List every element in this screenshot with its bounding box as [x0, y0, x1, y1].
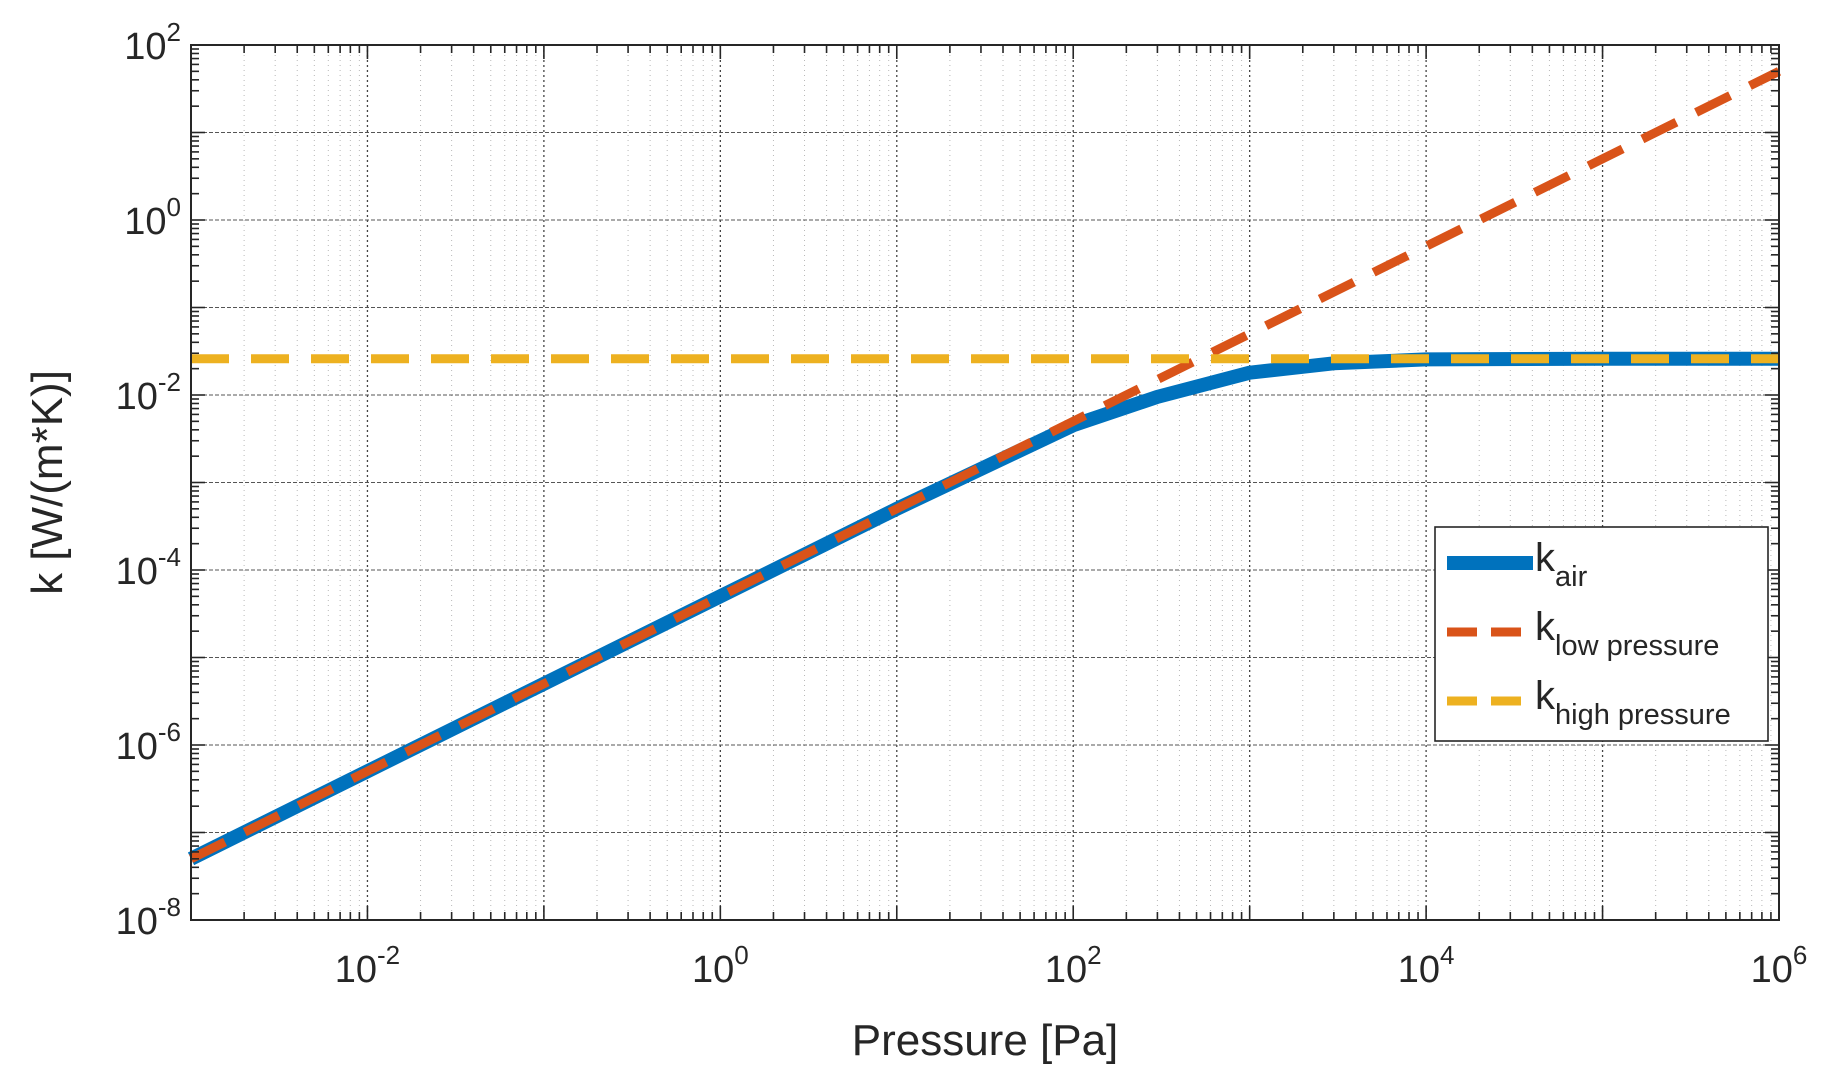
legend-label: klow pressure [1535, 605, 1719, 662]
x-tick-label: 100 [692, 940, 749, 991]
series-layer [187, 67, 1781, 866]
y-tick-label: 10-4 [116, 542, 181, 593]
y-tick-label: 100 [124, 192, 181, 243]
y-tick-label: 10-8 [116, 892, 181, 943]
grid [191, 45, 1779, 920]
y-tick-label: 102 [124, 17, 181, 68]
y-tick-label: 10-6 [116, 717, 181, 768]
ticks: 10-2 100 102 104 106 10-8 10-6 10-4 10-2 100 102 [116, 17, 1808, 991]
y-tick-label: 10-2 [116, 367, 181, 418]
x-axis-label: Pressure [Pa] [852, 1016, 1119, 1065]
legend: kair klow pressure khigh pressure [1434, 526, 1769, 742]
series-line-k-low-pressure [189, 67, 1781, 863]
y-axis-label: k [W/(m*K)] [23, 370, 72, 595]
legend-label: kair [1535, 536, 1588, 593]
x-tick-label: 106 [1751, 940, 1808, 991]
legend-label: khigh pressure [1535, 674, 1731, 731]
x-tick-label: 10-2 [335, 940, 400, 991]
x-tick-label: 102 [1045, 940, 1102, 991]
x-tick-label: 104 [1398, 940, 1455, 991]
